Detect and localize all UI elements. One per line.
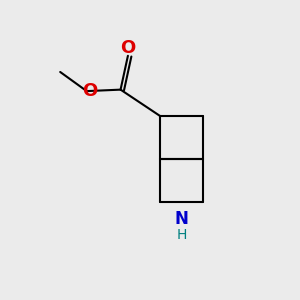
Text: H: H bbox=[176, 228, 187, 242]
Text: O: O bbox=[120, 39, 136, 57]
Text: O: O bbox=[82, 82, 98, 100]
Text: N: N bbox=[175, 210, 189, 228]
